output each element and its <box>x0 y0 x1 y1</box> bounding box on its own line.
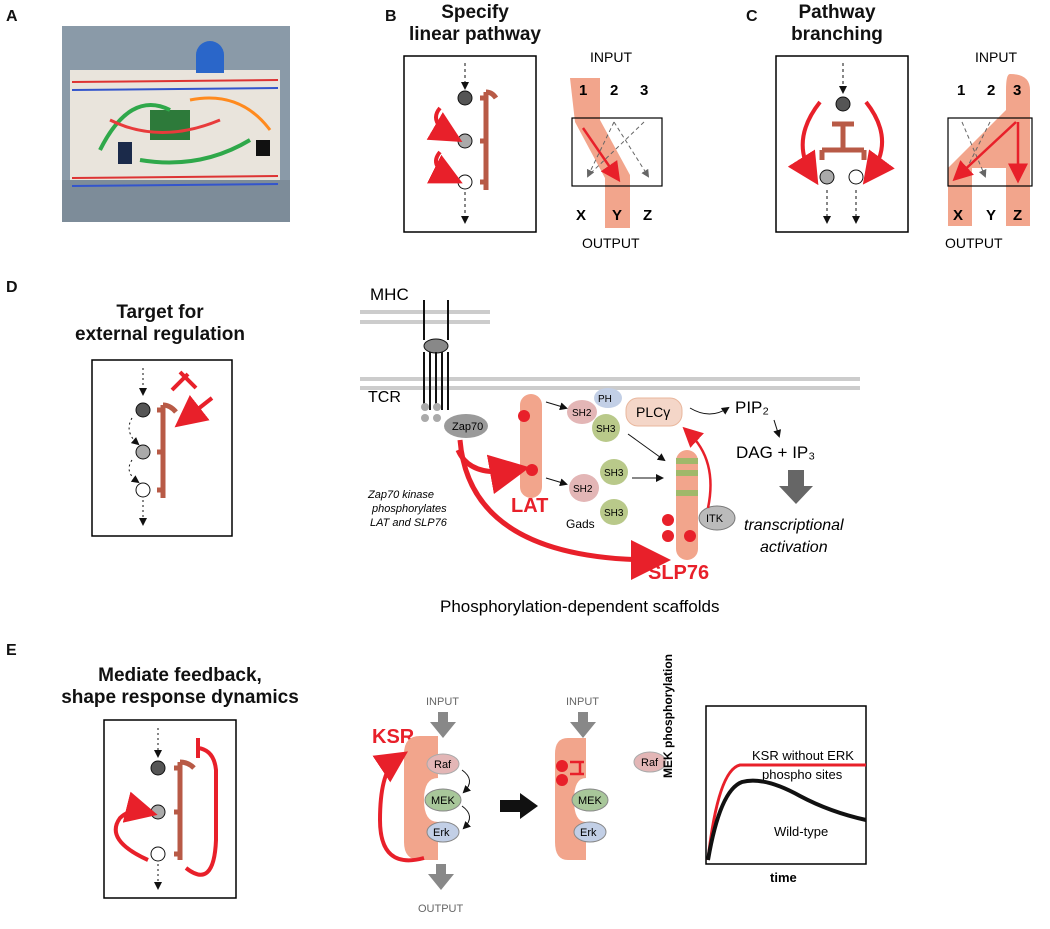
panel-c-io-diagram: INPUT 1 2 3 X Y Z OUTPUT <box>945 49 1033 251</box>
sh2-label-plc: SH2 <box>572 408 592 419</box>
panel-label-c: C <box>746 8 758 25</box>
panel-b-output-label: OUTPUT <box>582 235 640 251</box>
panel-c-input-1: 1 <box>957 82 965 99</box>
panel-b-input-1: 1 <box>579 82 587 99</box>
plot-ylabel: MEK phosphorylation <box>661 654 675 778</box>
panel-c-input-3: 3 <box>1013 82 1021 99</box>
erk-label-wt: Erk <box>433 827 450 839</box>
transcription-line1: transcriptional <box>744 517 844 534</box>
sh3-label-gads-bottom: SH3 <box>604 508 624 519</box>
mhc-label: MHC <box>370 285 409 304</box>
sh2-label-gads: SH2 <box>573 484 593 495</box>
input-label-mut: INPUT <box>566 696 599 708</box>
breadboard-photo <box>62 26 290 222</box>
zap70-label: Zap70 <box>452 421 483 433</box>
panel-b-scaffold-box <box>403 55 537 233</box>
panel-c-scaffold-box <box>775 55 909 233</box>
panel-b-output-z: Z <box>643 207 652 224</box>
plc-label: PLCγ <box>636 404 670 420</box>
erk-label-mut: Erk <box>580 827 597 839</box>
panel-b-title-line2: linear pathway <box>409 24 541 45</box>
panel-e-scaffold-box <box>103 719 237 899</box>
zap70-note-line3: LAT and SLP76 <box>370 517 448 529</box>
panel-b-input-2: 2 <box>610 82 618 99</box>
panel-c-output-z: Z <box>1013 207 1022 224</box>
sh3-label-gads-top: SH3 <box>604 468 624 479</box>
panel-label-d: D <box>6 279 18 296</box>
panel-c-output-x: X <box>953 207 963 224</box>
panel-b-output-y: Y <box>612 207 622 224</box>
mek-label-mut: MEK <box>578 795 603 807</box>
ph-label: PH <box>598 394 612 405</box>
legend-line2: phospho sites <box>762 767 843 782</box>
ksr-diagram: KSR INPUT Raf MEK Erk OUTPUT INPUT Raf M… <box>372 696 667 915</box>
panel-b-output-x: X <box>576 207 586 224</box>
panel-e-title-line1: Mediate feedback, <box>98 665 262 686</box>
panel-b-title-line1: Specify <box>441 2 509 23</box>
zap70-note-line2: phosphorylates <box>371 503 447 515</box>
sh3-label-plc: SH3 <box>596 424 616 435</box>
dag-ip3-label: DAG + IP₃ <box>736 443 815 462</box>
pip2-label: PIP₂ <box>735 398 769 417</box>
tcr-label: TCR <box>368 389 401 406</box>
panel-b-input-label: INPUT <box>590 49 632 65</box>
ksr-label: KSR <box>372 726 415 748</box>
panel-c-output-y: Y <box>986 207 996 224</box>
panel-label-b: B <box>385 8 397 25</box>
gads-label: Gads <box>566 517 595 531</box>
legend-line1: KSR without ERK <box>752 748 854 763</box>
panel-d-title: Target for external regulation <box>40 302 280 346</box>
panel-b-title: Specify linear pathway <box>380 2 570 46</box>
mek-label-wt: MEK <box>431 795 456 807</box>
wildtype-curve <box>706 778 867 861</box>
panel-c-title: Pathway branching <box>752 2 922 46</box>
panel-d-scaffold-box <box>91 359 233 537</box>
panel-d-title-line1: Target for <box>116 302 204 323</box>
panel-b-io-diagram: INPUT 1 2 3 X Y Z OUTPUT <box>570 49 663 251</box>
panel-c-output-label: OUTPUT <box>945 235 1003 251</box>
plot-xlabel: time <box>770 870 797 885</box>
zap70-note-line1: Zap70 kinase <box>367 489 434 501</box>
panel-b-input-3: 3 <box>640 82 648 99</box>
raf-label-mut: Raf <box>641 757 659 769</box>
panel-e-title-line2: shape response dynamics <box>61 687 299 708</box>
slp76-label: SLP76 <box>648 562 709 584</box>
output-label: OUTPUT <box>418 903 464 915</box>
panel-label-e: E <box>6 642 17 659</box>
input-label-wt: INPUT <box>426 696 459 708</box>
panel-label-a: A <box>6 8 18 25</box>
transcription-line2: activation <box>760 539 828 556</box>
scaffold-caption: Phosphorylation-dependent scaffolds <box>440 597 719 616</box>
itk-label: ITK <box>706 513 724 525</box>
lat-label: LAT <box>511 495 548 517</box>
raf-label-wt: Raf <box>434 759 452 771</box>
panel-c-input-label: INPUT <box>975 49 1017 65</box>
mek-response-plot: MEK phosphorylation time KSR without ERK… <box>661 654 867 885</box>
tcr-signaling-diagram: MHC TCR Zap70 LAT SH2 PH SH3 PLCγ SH2 SH… <box>360 285 860 616</box>
panel-c-input-2: 2 <box>987 82 995 99</box>
panel-c-title-line2: branching <box>791 24 883 45</box>
panel-e-title: Mediate feedback, shape response dynamic… <box>30 665 330 709</box>
wildtype-label: Wild-type <box>774 824 828 839</box>
panel-c-title-line1: Pathway <box>798 2 876 23</box>
panel-d-title-line2: external regulation <box>75 324 245 345</box>
